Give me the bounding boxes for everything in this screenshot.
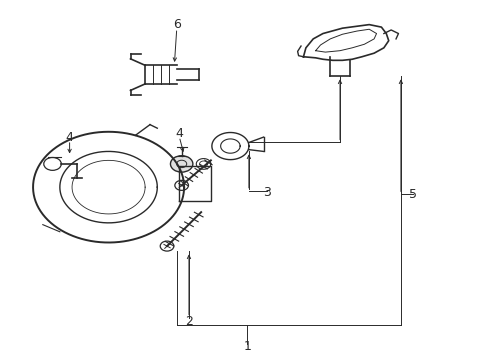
- Circle shape: [171, 156, 193, 172]
- Text: 1: 1: [244, 340, 251, 353]
- Text: 6: 6: [173, 18, 181, 31]
- Text: 3: 3: [263, 186, 271, 199]
- Text: 2: 2: [185, 315, 193, 328]
- Text: 4: 4: [66, 131, 74, 144]
- Circle shape: [175, 180, 189, 190]
- Text: 4: 4: [175, 127, 183, 140]
- Circle shape: [160, 241, 174, 251]
- Text: 5: 5: [409, 188, 417, 201]
